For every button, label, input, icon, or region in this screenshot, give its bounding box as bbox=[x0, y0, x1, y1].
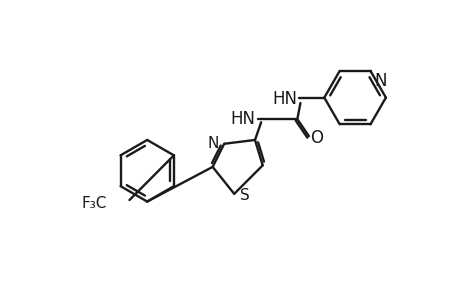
Text: HN: HN bbox=[230, 110, 254, 128]
Text: F₃C: F₃C bbox=[81, 196, 106, 211]
Text: HN: HN bbox=[272, 90, 297, 108]
Text: O: O bbox=[309, 129, 322, 147]
Text: N: N bbox=[207, 136, 218, 151]
Text: S: S bbox=[240, 188, 250, 203]
Text: N: N bbox=[374, 73, 386, 91]
